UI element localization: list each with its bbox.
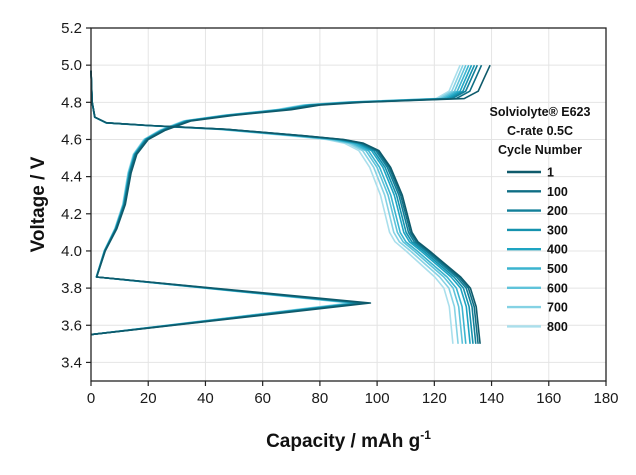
y-tick-label: 4.0 [61, 243, 82, 260]
x-axis-title-text: Capacity / mAh g [266, 431, 420, 452]
legend-c-rate-label: C-rate 0.5C [507, 124, 573, 138]
legend-label-cycle-100: 100 [547, 185, 568, 199]
y-tick-label: 3.6 [61, 317, 82, 334]
legend-label-cycle-600: 600 [547, 281, 568, 295]
legend-label-cycle-700: 700 [547, 301, 568, 315]
x-axis-title: Capacity / mAh g-1 [266, 428, 431, 452]
discharge-curve-cycle-1 [90, 70, 481, 344]
discharge-curve-cycle-100 [90, 70, 479, 344]
x-tick-label: 60 [254, 390, 271, 407]
y-tick-label: 4.6 [61, 131, 82, 148]
legend-cycle-number-label: Cycle Number [498, 143, 582, 157]
x-axis-title-superscript: -1 [420, 428, 431, 442]
legend-label-cycle-1: 1 [547, 166, 554, 180]
legend-items: 1 100 200 300 400 500 600 700 800 [507, 166, 568, 334]
curves [90, 64, 491, 344]
legend-electrolyte-label: Solviolyte® E623 [490, 105, 591, 119]
x-tick-label: 140 [479, 390, 504, 407]
legend-label-cycle-300: 300 [547, 223, 568, 237]
x-tick-label: 120 [422, 390, 447, 407]
axis-ticks: 0 20 40 60 80 100 120 140 160 180 3.4 3.6 3.8 4.0 4.2 4… [61, 20, 618, 407]
x-tick-label: 180 [593, 390, 618, 407]
legend-label-cycle-400: 400 [547, 243, 568, 257]
legend-label-cycle-800: 800 [547, 320, 568, 334]
y-tick-label: 5.2 [61, 20, 82, 37]
x-tick-label: 40 [197, 390, 214, 407]
charge-curve-cycle-1 [90, 64, 491, 336]
legend-label-cycle-500: 500 [547, 262, 568, 276]
y-axis-title: Voltage / V [28, 156, 49, 252]
plot-frame [90, 27, 607, 382]
x-tick-label: 100 [365, 390, 390, 407]
x-tick-label: 160 [536, 390, 561, 407]
y-tick-label: 3.4 [61, 354, 82, 371]
y-tick-label: 4.2 [61, 206, 82, 223]
y-tick-label: 4.4 [61, 169, 82, 186]
grid [90, 27, 607, 381]
y-tick-label: 5.0 [61, 57, 82, 74]
y-tick-label: 4.8 [61, 94, 82, 111]
x-tick-label: 0 [87, 390, 95, 407]
x-tick-label: 20 [140, 390, 157, 407]
legend: Solviolyte® E623 C-rate 0.5C Cycle Numbe… [490, 105, 591, 334]
charge-curve-cycle-100 [90, 64, 483, 336]
y-tick-label: 3.8 [61, 280, 82, 297]
legend-label-cycle-200: 200 [547, 204, 568, 218]
x-tick-label: 80 [312, 390, 329, 407]
